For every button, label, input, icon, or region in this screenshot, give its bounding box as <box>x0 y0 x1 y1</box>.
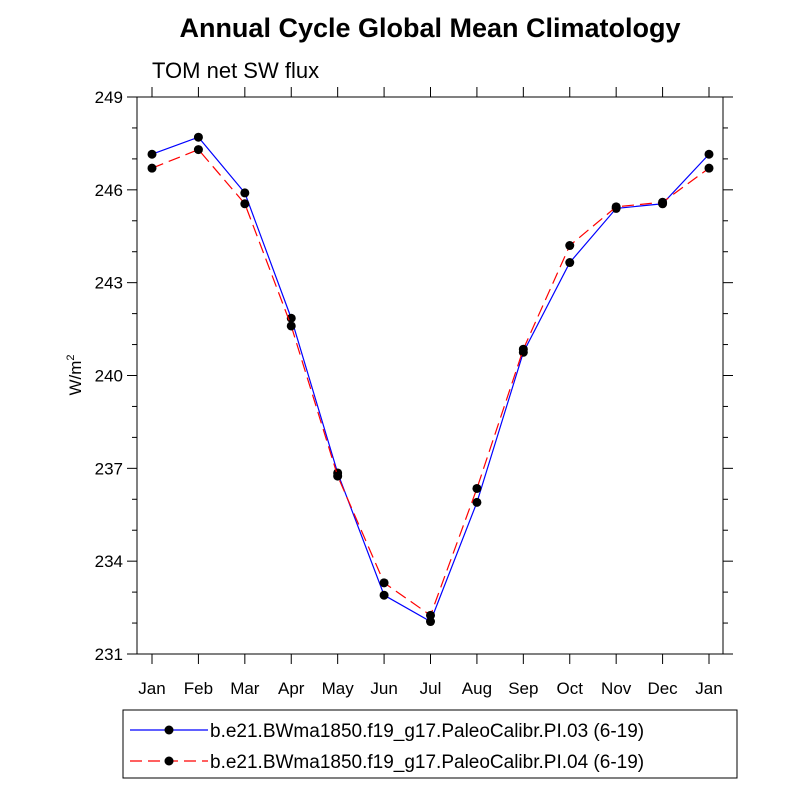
series-1-point <box>193 132 203 142</box>
x-tick-label: Jul <box>420 679 442 698</box>
series-1-point <box>472 497 482 507</box>
x-tick-label: Jan <box>695 679 722 698</box>
y-tick-label: 231 <box>95 645 123 664</box>
y-tick-label: 249 <box>95 88 123 107</box>
legend-box <box>122 709 738 779</box>
y-tick-label: 246 <box>95 181 123 200</box>
x-tick-label: Feb <box>184 679 213 698</box>
series-2-point <box>658 197 668 207</box>
series-1-point <box>147 149 157 159</box>
y-tick-label: 240 <box>95 367 123 386</box>
series-line-2 <box>151 148 710 617</box>
x-tick-label: Aug <box>462 679 492 698</box>
x-tick-label: Jun <box>370 679 397 698</box>
chart-title: Annual Cycle Global Mean Climatology <box>179 13 680 43</box>
series-1-point <box>240 188 250 198</box>
y-axis-label: W/m2 <box>65 354 85 395</box>
chart-subtitle: TOM net SW flux <box>152 58 319 83</box>
series-2-point <box>286 321 296 331</box>
series-1-point <box>565 258 575 268</box>
series-2-point <box>147 163 157 173</box>
legend-label-1: b.e21.BWma1850.f19_g17.PaleoCalibr.PI.03… <box>210 721 644 742</box>
series-2-point <box>704 163 714 173</box>
x-tick-label: May <box>322 679 355 698</box>
series-group <box>147 132 714 627</box>
y-axis-label-sup: 2 <box>65 354 77 360</box>
series-2-point <box>565 241 575 251</box>
series-1-point <box>379 590 389 600</box>
x-tick-label: Sep <box>508 679 538 698</box>
series-2-point <box>333 471 343 481</box>
y-tick-label: 237 <box>95 459 123 478</box>
series-2-point <box>518 344 528 354</box>
series-line-1 <box>151 136 710 623</box>
x-tick-label: Apr <box>278 679 305 698</box>
x-axis: Jan Feb Mar Apr May Jun Jul Aug Sep Oct Nov Dec Jan <box>138 87 723 698</box>
y-axis: 231 234 237 240 243 246 249 <box>95 88 733 664</box>
legend-marker-2 <box>164 756 174 766</box>
y-axis-label-base: W/m <box>66 361 85 396</box>
x-tick-label: Jan <box>138 679 165 698</box>
series-1-point <box>704 149 714 159</box>
x-tick-label: Dec <box>647 679 678 698</box>
series-2-point <box>193 145 203 155</box>
x-tick-label: Oct <box>557 679 584 698</box>
legend-marker-1 <box>164 725 174 735</box>
series-2-point <box>240 199 250 209</box>
y-tick-label: 243 <box>95 274 123 293</box>
legend-label-2: b.e21.BWma1850.f19_g17.PaleoCalibr.PI.04… <box>210 752 644 773</box>
series-2-point <box>426 610 435 620</box>
series-1-point <box>426 617 435 627</box>
series-2-point <box>611 202 621 212</box>
legend: b.e21.BWma1850.f19_g17.PaleoCalibr.PI.03… <box>130 721 644 773</box>
x-tick-label: Mar <box>230 679 260 698</box>
y-tick-label: 234 <box>95 552 123 571</box>
series-2-point <box>379 578 389 588</box>
series-1-point <box>286 313 296 323</box>
x-tick-label: Nov <box>601 679 632 698</box>
series-2-point <box>472 483 482 493</box>
